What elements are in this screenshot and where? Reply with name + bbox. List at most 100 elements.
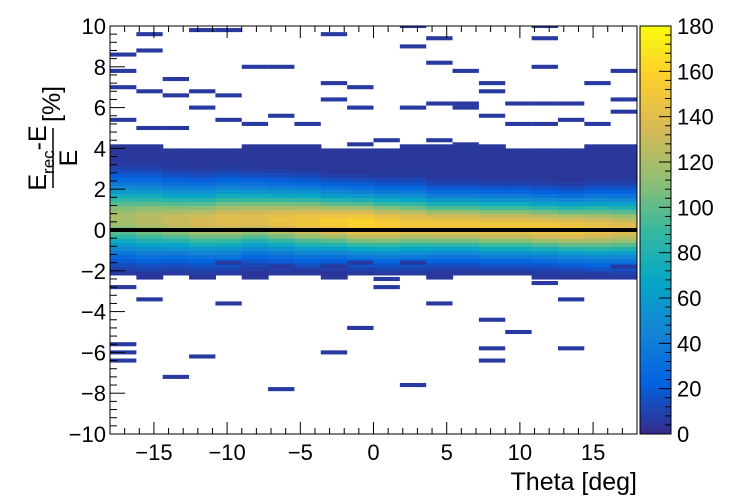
heatmap-cell bbox=[557, 213, 585, 219]
heatmap-cell bbox=[110, 242, 137, 247]
heatmap-cell bbox=[294, 205, 322, 211]
heatmap-cell bbox=[268, 201, 296, 207]
heatmap-cell bbox=[584, 156, 612, 162]
heatmap-cell bbox=[505, 172, 533, 178]
heatmap-cell bbox=[320, 176, 348, 182]
heatmap-cell bbox=[189, 221, 216, 227]
heatmap-cell bbox=[452, 221, 480, 227]
heatmap-cell bbox=[162, 258, 190, 264]
outlier-cell bbox=[320, 350, 348, 355]
heatmap-cell bbox=[189, 168, 216, 174]
outlier-cell bbox=[136, 89, 163, 94]
heatmap-cell bbox=[110, 160, 137, 166]
heatmap-cell bbox=[399, 221, 427, 227]
heatmap-cell bbox=[215, 193, 243, 198]
heatmap-cell bbox=[584, 201, 612, 207]
heatmap-cell bbox=[557, 181, 585, 186]
heatmap-cell bbox=[294, 242, 322, 247]
heatmap-cell bbox=[347, 270, 375, 276]
heatmap-cell bbox=[110, 221, 137, 227]
outlier-cell bbox=[241, 121, 269, 126]
heatmap-cell bbox=[320, 266, 348, 272]
heatmap-cell bbox=[505, 185, 533, 190]
outlier-cell bbox=[320, 97, 348, 102]
heatmap-cell bbox=[162, 221, 190, 227]
heatmap-cell bbox=[241, 164, 269, 170]
heatmap-cell bbox=[531, 270, 559, 276]
heatmap-cell bbox=[478, 230, 506, 235]
heatmap-cell bbox=[347, 238, 375, 243]
heatmap-cell bbox=[241, 254, 269, 260]
heatmap-cell bbox=[610, 250, 637, 256]
heatmap-cell bbox=[215, 176, 243, 182]
heatmap-cell bbox=[241, 201, 269, 207]
outlier-cell bbox=[399, 105, 427, 110]
heatmap-cell bbox=[136, 221, 164, 227]
outlier-cell bbox=[610, 264, 637, 269]
heatmap-cell bbox=[110, 205, 137, 211]
heatmap-cell bbox=[505, 197, 533, 203]
heatmap-cell bbox=[268, 205, 296, 211]
heatmap-cell bbox=[452, 181, 480, 186]
heatmap-cell bbox=[399, 164, 427, 170]
heatmap-cell bbox=[268, 213, 296, 219]
outlier-cell bbox=[347, 85, 374, 90]
heatmap-cell bbox=[136, 213, 164, 219]
heatmap-cell bbox=[373, 172, 401, 178]
heatmap-cell bbox=[320, 274, 348, 280]
y-tick-label: −8 bbox=[81, 381, 106, 406]
heatmap-cell bbox=[294, 181, 322, 186]
heatmap-cell bbox=[110, 189, 137, 194]
outlier-cell bbox=[452, 101, 479, 106]
heatmap-cell bbox=[268, 160, 296, 166]
heatmap-cells bbox=[110, 26, 637, 392]
heatmap-cell bbox=[584, 144, 612, 149]
heatmap-cell bbox=[399, 246, 427, 251]
heatmap-cell bbox=[110, 258, 137, 264]
heatmap-cell bbox=[162, 156, 190, 162]
heatmap-cell bbox=[426, 156, 454, 162]
heatmap-cell bbox=[162, 168, 190, 174]
heatmap-cell bbox=[268, 234, 296, 239]
outlier-cell bbox=[557, 117, 585, 122]
heatmap-cell bbox=[426, 274, 454, 280]
heatmap-cell bbox=[136, 205, 164, 211]
heatmap-cell bbox=[215, 250, 243, 256]
heatmap-cell bbox=[399, 209, 427, 215]
colorbar-tick-label: 120 bbox=[677, 150, 714, 175]
outlier-cell bbox=[557, 297, 585, 302]
heatmap-cell bbox=[478, 172, 506, 178]
heatmap-cell bbox=[452, 185, 480, 190]
heatmap-cell bbox=[426, 270, 454, 276]
heatmap-cell bbox=[373, 270, 401, 276]
heatmap-cell bbox=[241, 197, 269, 203]
heatmap-cell bbox=[373, 246, 401, 251]
heatmap-cell bbox=[189, 246, 216, 251]
outlier-cell bbox=[347, 105, 374, 110]
heatmap-cell bbox=[189, 209, 216, 215]
y-tick-label: −6 bbox=[81, 340, 106, 365]
heatmap-cell bbox=[347, 197, 375, 203]
heatmap-cell bbox=[557, 262, 585, 268]
heatmap-cell bbox=[162, 164, 190, 170]
heatmap-cell bbox=[557, 270, 585, 276]
heatmap-cell bbox=[268, 270, 296, 276]
heatmap-cell bbox=[136, 168, 164, 174]
heatmap-cell bbox=[531, 242, 559, 247]
outlier-cell bbox=[136, 32, 163, 37]
heatmap-cell bbox=[426, 246, 454, 251]
y-tick-label: 10 bbox=[82, 14, 106, 39]
heatmap-cell bbox=[215, 160, 243, 166]
heatmap-cell bbox=[505, 160, 533, 166]
heatmap-cell bbox=[505, 238, 533, 243]
heatmap-cell bbox=[373, 176, 401, 182]
heatmap-cell bbox=[531, 230, 559, 235]
heatmap-cell bbox=[531, 152, 559, 158]
heatmap-cell bbox=[373, 242, 401, 247]
heatmap-cell bbox=[162, 230, 190, 235]
heatmap-cell bbox=[241, 217, 269, 223]
outlier-cell bbox=[162, 374, 190, 379]
colorbar-tick-label: 140 bbox=[677, 105, 714, 130]
outlier-cell bbox=[505, 121, 532, 126]
